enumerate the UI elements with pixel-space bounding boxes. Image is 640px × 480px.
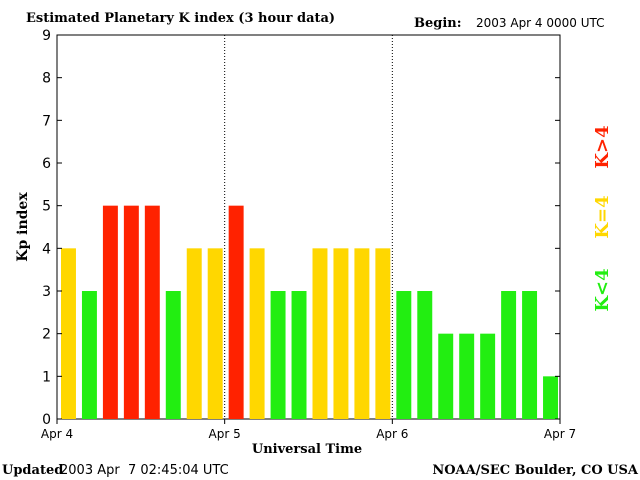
- kp-bar: [480, 333, 496, 419]
- y-tick-label: 3: [42, 284, 51, 300]
- y-tick-label: 2: [42, 327, 51, 343]
- y-tick-label: 6: [42, 156, 51, 172]
- kp-bar: [207, 248, 223, 419]
- kp-bar: [396, 291, 412, 419]
- kp-bar: [144, 205, 160, 419]
- y-tick-label: 8: [42, 71, 51, 87]
- y-tick-label: 5: [42, 199, 51, 215]
- kp-bar: [186, 248, 202, 419]
- kp-bar: [522, 291, 538, 419]
- legend-mid: K=4: [592, 195, 613, 238]
- kp-bar: [312, 248, 328, 419]
- y-axis-label: Kp index: [15, 192, 31, 262]
- kp-bar: [438, 333, 454, 419]
- kp-bar: [270, 291, 286, 419]
- plot-area: 0 1 2 3 4 5 6 7 8 9 Apr 4 Apr 5 Apr 6 Apr 7: [41, 28, 576, 441]
- begin-label: Begin:: [414, 16, 462, 31]
- x-tick-label: Apr 5: [209, 427, 241, 441]
- y-tick-label: 1: [42, 369, 51, 385]
- legend-low: K<4: [592, 268, 613, 311]
- kp-bar: [459, 333, 475, 419]
- x-tick-label: Apr 6: [376, 427, 408, 441]
- x-tick-label: Apr 4: [41, 427, 73, 441]
- y-tick-label: 7: [42, 113, 51, 129]
- kp-bar: [165, 291, 181, 419]
- chart-title: Estimated Planetary K index (3 hour data…: [26, 11, 335, 26]
- y-tick-label: 0: [42, 412, 51, 428]
- kp-bar: [102, 205, 118, 419]
- updated-value: 2003 Apr 7 02:45:04 UTC: [60, 463, 229, 478]
- kp-bar: [333, 248, 349, 419]
- begin-value: 2003 Apr 4 0000 UTC: [476, 16, 605, 30]
- kp-bar: [501, 291, 517, 419]
- plot-frame: [56, 34, 561, 420]
- kp-bar: [228, 205, 244, 419]
- y-tick-label: 4: [42, 241, 51, 257]
- x-axis-label: Universal Time: [252, 442, 362, 457]
- x-tick-label: Apr 7: [544, 427, 576, 441]
- source-credit: NOAA/SEC Boulder, CO USA: [432, 463, 639, 478]
- kp-bar: [61, 248, 76, 419]
- y-tick-label: 9: [42, 28, 51, 44]
- kp-bar: [123, 205, 139, 419]
- kp-bar: [249, 248, 265, 419]
- kp-bar: [417, 291, 433, 419]
- kp-bar: [291, 291, 307, 419]
- kp-bar: [354, 248, 370, 419]
- updated-label: Updated: [2, 463, 63, 478]
- legend-high: K>4: [592, 125, 613, 168]
- kp-bar: [375, 248, 391, 419]
- kp-bar: [81, 291, 97, 419]
- kp-bar: [543, 376, 558, 419]
